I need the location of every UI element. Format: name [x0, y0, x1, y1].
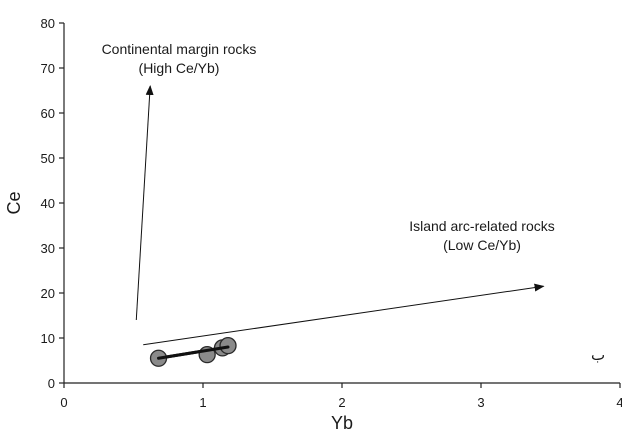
axes: 0 1 2 3 4 0 10 20 30 40 50 60 70 80 [41, 16, 622, 410]
annotation-island-arc-ratio: (Low Ce/Yb) [443, 237, 521, 253]
y-axis-ticks: 0 10 20 30 40 50 60 70 80 [41, 16, 64, 391]
panel-label: ب [591, 346, 605, 364]
x-axis-title: Yb [331, 413, 353, 433]
annotation-continental-ratio: (High Ce/Yb) [139, 60, 220, 76]
x-tick-label: 3 [477, 395, 484, 410]
y-tick-label: 50 [41, 151, 55, 166]
x-tick-label: 2 [338, 395, 345, 410]
data-points [149, 336, 237, 367]
y-tick-label: 60 [41, 106, 55, 121]
annotation-continental-title: Continental margin rocks [102, 41, 257, 57]
y-tick-label: 80 [41, 16, 55, 31]
x-tick-label: 1 [199, 395, 206, 410]
y-axis-title: Ce [4, 191, 24, 214]
y-tick-label: 40 [41, 196, 55, 211]
trend-line [157, 345, 230, 360]
y-tick-label: 70 [41, 61, 55, 76]
x-tick-label: 0 [60, 395, 67, 410]
annotation-island-arc-title: Island arc-related rocks [409, 218, 555, 234]
y-tick-label: 20 [41, 286, 55, 301]
trend-arrows [135, 85, 545, 346]
y-tick-label: 30 [41, 241, 55, 256]
y-tick-label: 10 [41, 331, 55, 346]
x-axis-ticks: 0 1 2 3 4 [60, 383, 622, 410]
arrow-island-arc [143, 283, 545, 346]
arrow-continental [135, 85, 154, 321]
y-tick-label: 0 [48, 376, 55, 391]
x-tick-label: 4 [616, 395, 622, 410]
